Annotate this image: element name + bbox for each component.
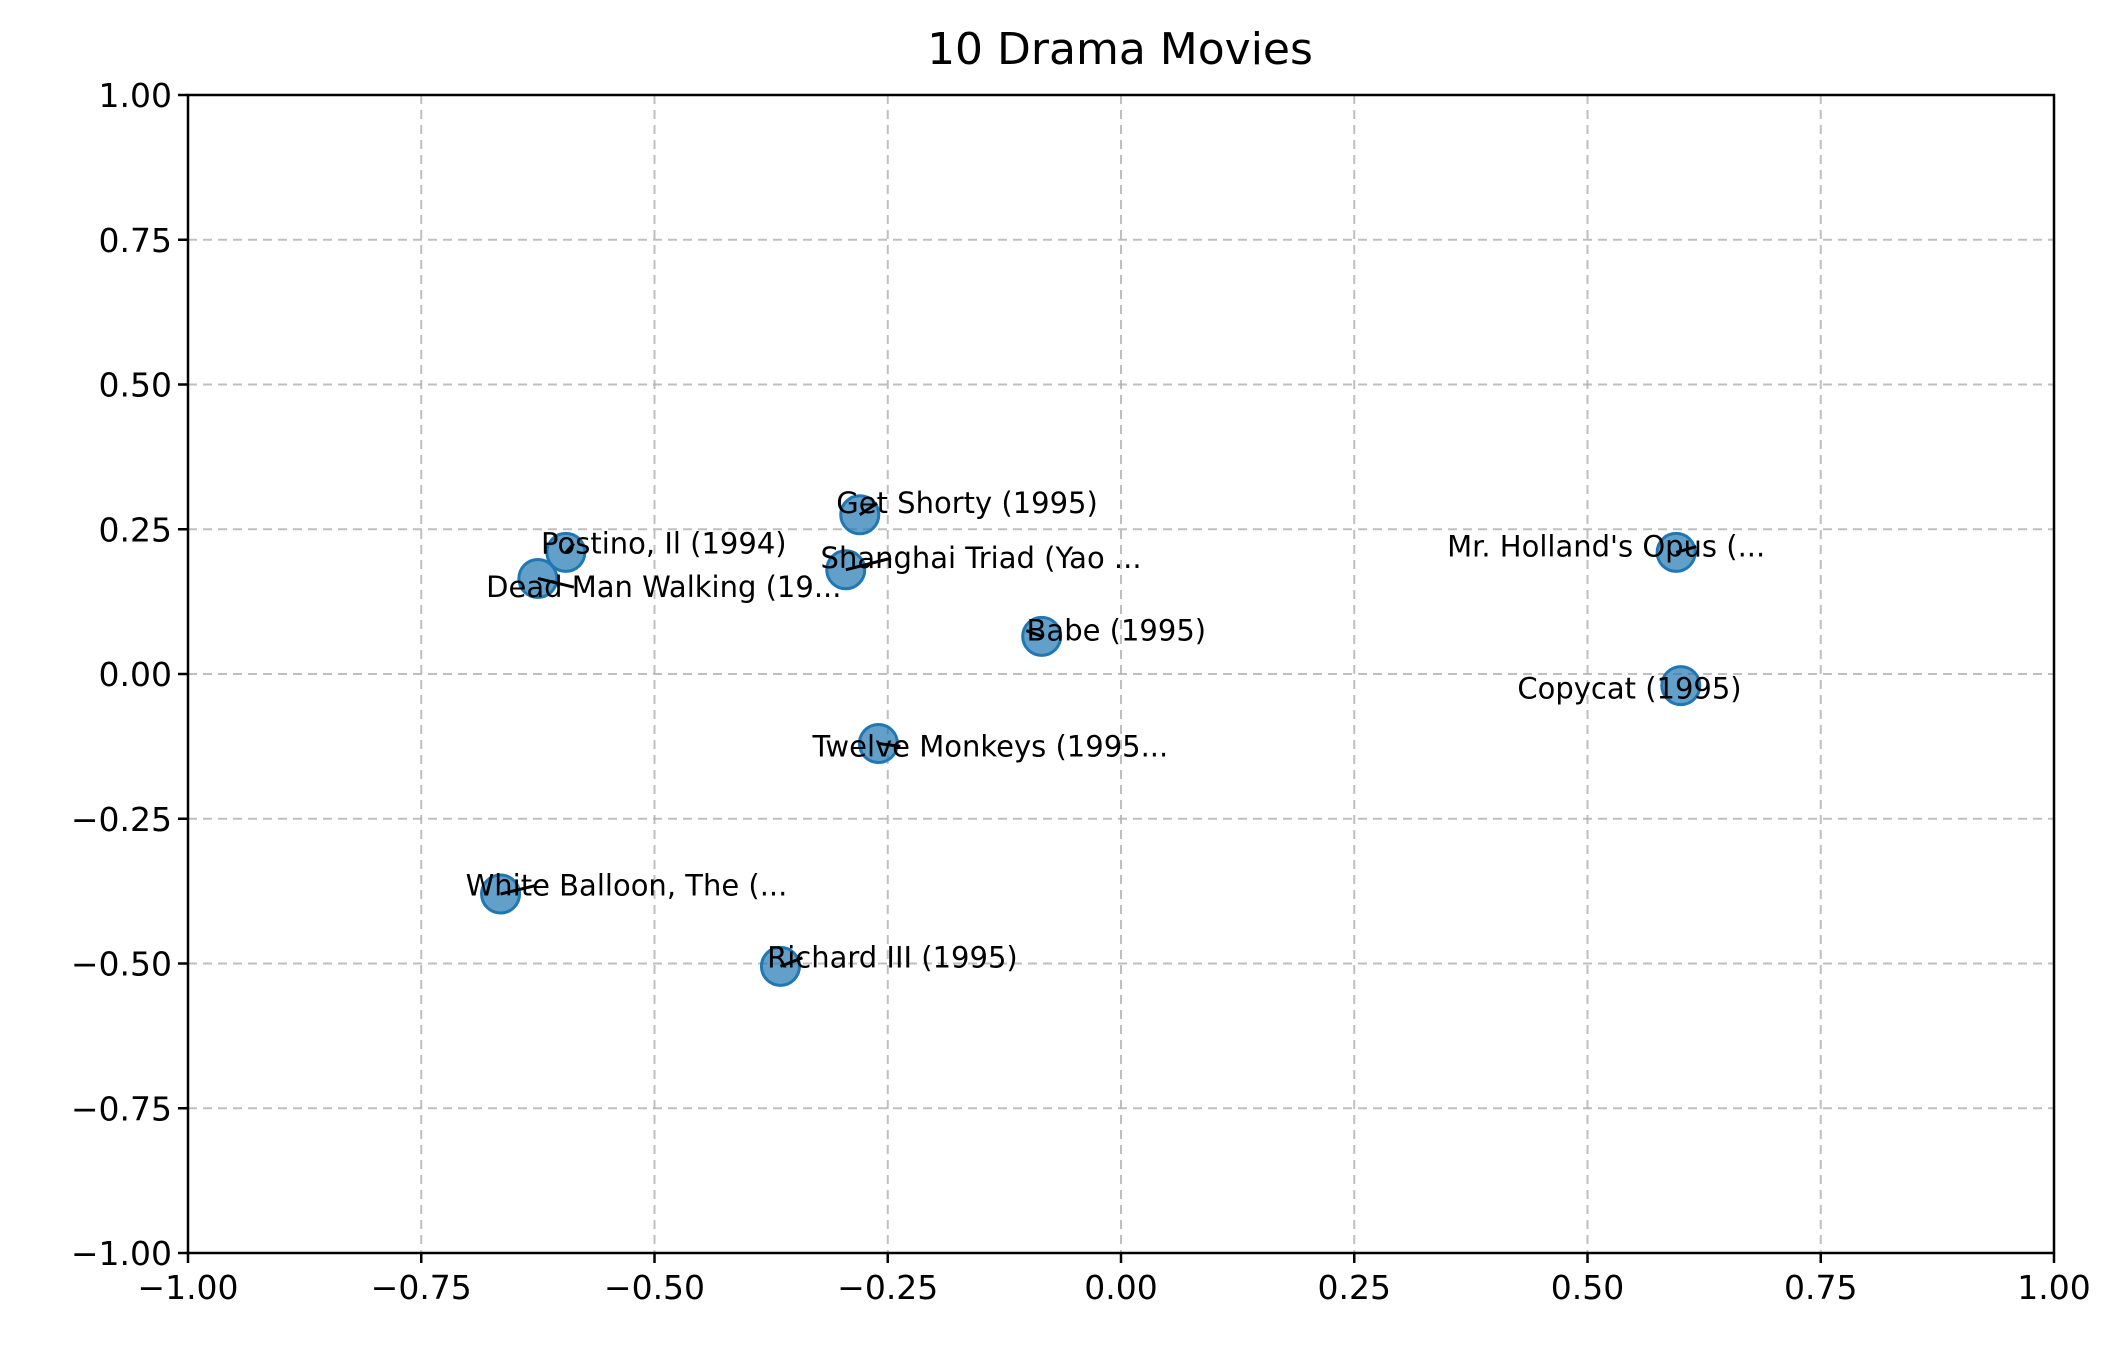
x-tick-label: 0.50: [1551, 1268, 1624, 1307]
x-tick-label: −0.75: [371, 1268, 472, 1307]
x-tick-label: −1.00: [137, 1268, 238, 1307]
plot-frame: [186, 93, 2056, 1255]
y-tick-label: 0.25: [99, 510, 172, 549]
y-tick-label: 0.00: [99, 655, 172, 694]
point-label: Shanghai Triad (Yao ...: [821, 541, 1142, 575]
x-tick-label: 0.75: [1784, 1268, 1857, 1307]
point-label: Mr. Holland's Opus (...: [1447, 530, 1765, 564]
label-leader-line: [500, 883, 537, 896]
label-leader-line: [845, 556, 892, 572]
point-label: Copycat (1995): [1517, 671, 1741, 705]
x-tick-label: −0.50: [604, 1268, 705, 1307]
label-leader-line: [1025, 629, 1043, 638]
point-label: Get Shorty (1995): [836, 486, 1098, 520]
x-tick-label: 1.00: [2017, 1268, 2090, 1307]
label-leader-line: [537, 577, 575, 589]
data-point: [1660, 665, 1702, 707]
point-label: Babe (1995): [1027, 614, 1207, 648]
y-tick-label: −0.25: [71, 800, 172, 839]
y-tick-label: 0.75: [99, 221, 172, 260]
grid: [187, 94, 2055, 1254]
x-tick-label: 0.00: [1084, 1268, 1157, 1307]
axes-ticks: −1.00 −0.75 −0.50 −0.25 0.00 0.25 0.50 0.75 1.00…: [71, 76, 2091, 1307]
chart-title: 10 Drama Movies: [927, 24, 1313, 75]
label-leader-line: [1675, 545, 1697, 554]
point-label: Twelve Monkeys (1995...: [811, 729, 1168, 763]
x-tick-label: −0.25: [837, 1268, 938, 1307]
y-tick-label: 0.50: [99, 366, 172, 405]
point-label: Richard III (1995): [767, 941, 1018, 975]
label-leader-line: [779, 956, 803, 968]
y-tick-label: −0.50: [71, 945, 172, 984]
label-leader-line: [858, 501, 878, 517]
y-tick-label: −1.00: [71, 1234, 172, 1273]
x-tick-label: 0.25: [1318, 1268, 1391, 1307]
point-label: White Balloon, The (...: [466, 868, 788, 902]
label-leader-line: [564, 542, 575, 554]
y-tick-label: 1.00: [99, 76, 172, 115]
data-labels: Get Shorty (1995) Postino, Il (1994) Shang…: [466, 486, 1766, 975]
point-label: Postino, Il (1994): [541, 527, 787, 561]
label-leader-line: [878, 741, 901, 748]
point-label: Dead Man Walking (19...: [486, 570, 841, 604]
y-tick-label: −0.75: [71, 1089, 172, 1128]
